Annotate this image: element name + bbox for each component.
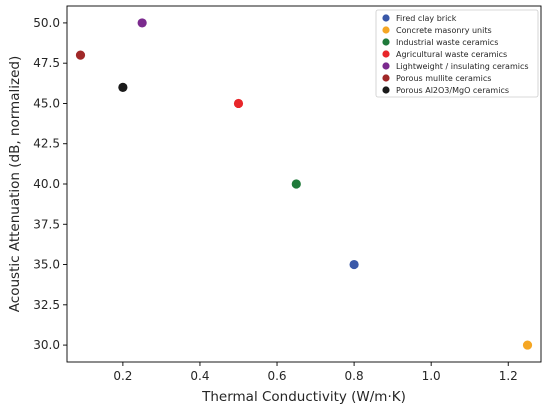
x-tick-label: 1.2 [499, 369, 518, 383]
legend-marker [382, 50, 390, 58]
y-tick-label: 32.5 [33, 298, 60, 312]
legend-marker [382, 26, 390, 34]
data-point [137, 18, 147, 28]
legend-marker [382, 86, 390, 94]
legend-box [375, 9, 539, 98]
y-tick-label: 42.5 [33, 137, 60, 151]
data-point [522, 340, 533, 350]
data-point [233, 98, 244, 109]
y-tick-label: 37.5 [33, 217, 60, 231]
data-point [75, 50, 86, 60]
legend-label: Lightweight / insulating ceramics [396, 62, 529, 71]
legend-label: Porous mullite ceramics [396, 74, 491, 83]
data-point [291, 179, 301, 189]
y-axis-ticks: 30.0 32.5 35.0 37.5 40.0 42.5 45.0 47.5 50.0 [33, 16, 67, 352]
legend-marker [382, 62, 390, 70]
legend-label: Fired clay brick [396, 14, 457, 23]
legend-label: Agricultural waste ceramics [396, 50, 507, 59]
legend: Fired clay brick Concrete masonry units In… [375, 9, 539, 98]
x-tick-label: 0.8 [345, 369, 364, 383]
y-tick-label: 30.0 [33, 338, 60, 352]
x-tick-label: 0.4 [190, 369, 209, 383]
y-tick-label: 47.5 [33, 56, 60, 70]
x-tick-label: 0.2 [113, 369, 132, 383]
y-tick-label: 35.0 [33, 258, 60, 272]
legend-label: Industrial waste ceramics [396, 38, 498, 47]
x-tick-label: 0.6 [267, 369, 286, 383]
y-tick-label: 45.0 [33, 96, 60, 110]
y-tick-label: 40.0 [33, 177, 60, 191]
legend-marker [382, 38, 390, 46]
data-points [75, 18, 533, 350]
legend-marker [382, 14, 390, 22]
y-axis-title: Acoustic Attenuation (dB, normalized) [7, 56, 23, 312]
data-point [349, 259, 359, 270]
legend-label: Concrete masonry units [396, 26, 492, 35]
x-axis-ticks: 0.2 0.4 0.6 0.8 1.0 1.2 [113, 362, 518, 383]
data-point [118, 82, 128, 92]
y-tick-label: 50.0 [33, 16, 60, 30]
x-axis-title: Thermal Conductivity (W/m·K) [201, 389, 406, 405]
x-tick-label: 1.0 [422, 369, 441, 383]
legend-marker [382, 74, 390, 82]
legend-label: Porous Al2O3/MgO ceramics [396, 86, 509, 95]
